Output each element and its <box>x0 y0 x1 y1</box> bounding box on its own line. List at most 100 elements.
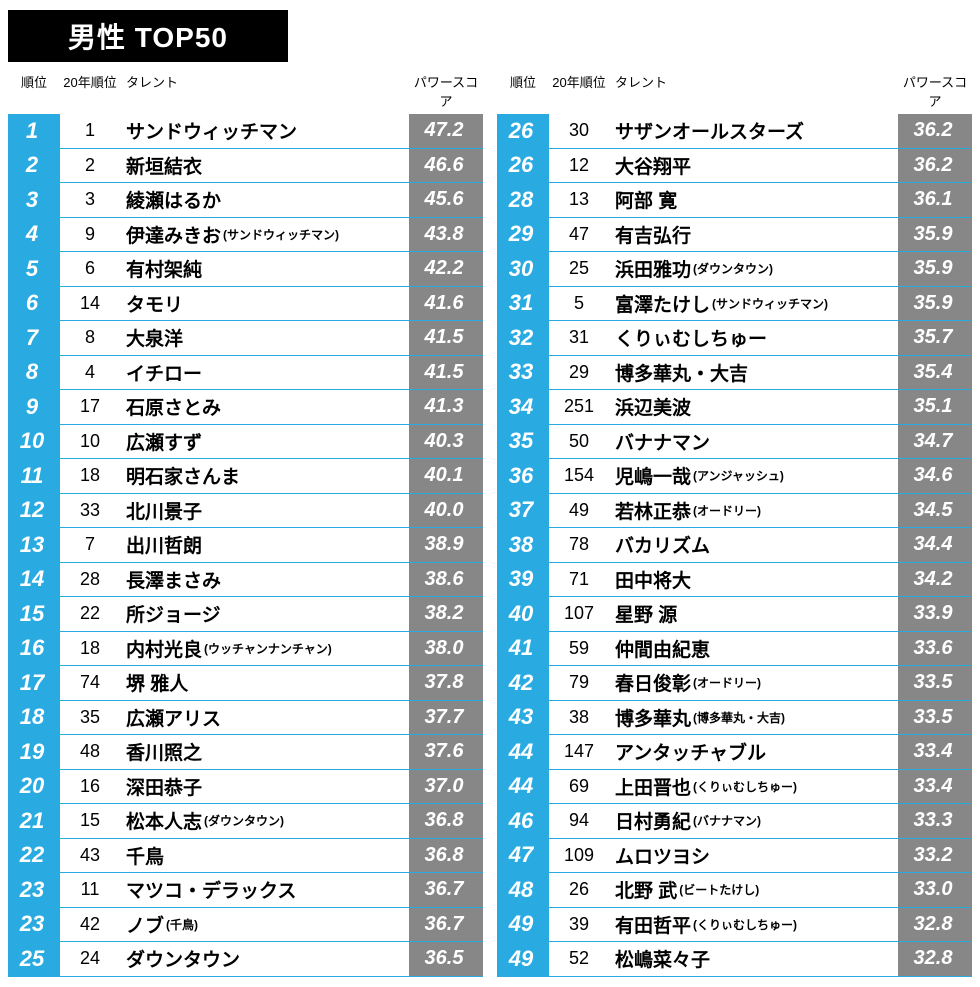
talent-sub: (オードリー) <box>693 674 761 691</box>
score-cell: 37.8 <box>409 666 483 700</box>
prev-rank-cell: 12 <box>549 149 609 183</box>
table-row: 2612大谷翔平36.2 <box>497 149 972 184</box>
prev-rank-cell: 49 <box>549 494 609 528</box>
score-cell: 34.4 <box>898 528 972 562</box>
table-row: 3231くりぃむしちゅー35.7 <box>497 321 972 356</box>
talent-name: 内村光良 <box>126 635 202 662</box>
page-title: 男性 TOP50 <box>8 10 288 62</box>
table-row: 78大泉洋41.5 <box>8 321 483 356</box>
prev-rank-cell: 16 <box>60 770 120 804</box>
table-row: 4279春日俊彰(オードリー)33.5 <box>497 666 972 701</box>
prev-rank-cell: 7 <box>60 528 120 562</box>
talent-cell: 博多華丸(博多華丸・大吉) <box>609 701 898 735</box>
talent-name: 浜辺美波 <box>615 393 691 420</box>
rank-cell: 4 <box>8 218 60 252</box>
table-row: 2947有吉弘行35.9 <box>497 218 972 253</box>
talent-name: 松嶋菜々子 <box>615 945 710 972</box>
score-cell: 37.0 <box>409 770 483 804</box>
prev-rank-cell: 22 <box>60 597 120 631</box>
table-row: 40107星野 源33.9 <box>497 597 972 632</box>
score-cell: 36.2 <box>898 114 972 148</box>
score-cell: 38.0 <box>409 632 483 666</box>
talent-cell: 綾瀬はるか <box>120 183 409 217</box>
rank-cell: 47 <box>497 839 549 873</box>
talent-name: 新垣結衣 <box>126 152 202 179</box>
prev-rank-cell: 26 <box>549 873 609 907</box>
table-row: 1428長澤まさみ38.6 <box>8 563 483 598</box>
talent-cell: 松嶋菜々子 <box>609 942 898 976</box>
talent-cell: 石原さとみ <box>120 390 409 424</box>
talent-name: 浜田雅功 <box>615 255 691 282</box>
rank-cell: 21 <box>8 804 60 838</box>
talent-name: ノブ <box>126 911 164 938</box>
score-cell: 35.4 <box>898 356 972 390</box>
rank-cell: 16 <box>8 632 60 666</box>
talent-name: 博多華丸・大吉 <box>615 359 748 386</box>
score-cell: 38.2 <box>409 597 483 631</box>
header-talent: タレント <box>120 72 409 110</box>
score-cell: 45.6 <box>409 183 483 217</box>
table-row: 2115松本人志(ダウンタウン)36.8 <box>8 804 483 839</box>
rank-cell: 31 <box>497 287 549 321</box>
score-cell: 33.5 <box>898 666 972 700</box>
prev-rank-cell: 4 <box>60 356 120 390</box>
rank-cell: 3 <box>8 183 60 217</box>
talent-cell: 長澤まさみ <box>120 563 409 597</box>
rank-cell: 48 <box>497 873 549 907</box>
table-row: 3550バナナマン34.7 <box>497 425 972 460</box>
talent-sub: (千鳥) <box>166 916 198 933</box>
rank-cell: 34 <box>497 390 549 424</box>
score-cell: 33.4 <box>898 735 972 769</box>
rank-cell: 44 <box>497 735 549 769</box>
prev-rank-cell: 107 <box>549 597 609 631</box>
rank-cell: 49 <box>497 942 549 976</box>
table-row: 3971田中将大34.2 <box>497 563 972 598</box>
rank-cell: 20 <box>8 770 60 804</box>
talent-name: 春日俊彰 <box>615 669 691 696</box>
prev-rank-cell: 35 <box>60 701 120 735</box>
header-prev: 20年順位 <box>549 72 609 110</box>
talent-cell: ムロツヨシ <box>609 839 898 873</box>
column-headers: 順位 20年順位 タレント パワースコア <box>8 72 483 114</box>
score-cell: 36.1 <box>898 183 972 217</box>
table-row: 1835広瀬アリス37.7 <box>8 701 483 736</box>
table-row: 137出川哲朗38.9 <box>8 528 483 563</box>
talent-sub: (ウッチャンナンチャン) <box>204 640 332 657</box>
rank-cell: 26 <box>497 149 549 183</box>
talent-name: 長澤まさみ <box>126 566 221 593</box>
talent-cell: 伊達みきお(サンドウィッチマン) <box>120 218 409 252</box>
rank-cell: 11 <box>8 459 60 493</box>
score-cell: 36.8 <box>409 839 483 873</box>
table-row: 47109ムロツヨシ33.2 <box>497 839 972 874</box>
score-cell: 43.8 <box>409 218 483 252</box>
table-row: 3749若林正恭(オードリー)34.5 <box>497 494 972 529</box>
talent-cell: 香川照之 <box>120 735 409 769</box>
prev-rank-cell: 10 <box>60 425 120 459</box>
rank-cell: 33 <box>497 356 549 390</box>
prev-rank-cell: 18 <box>60 632 120 666</box>
prev-rank-cell: 3 <box>60 183 120 217</box>
table-row: 1522所ジョージ38.2 <box>8 597 483 632</box>
rank-cell: 28 <box>497 183 549 217</box>
ranking-column-left: 順位 20年順位 タレント パワースコア 11サンドウィッチマン47.222新垣… <box>8 72 483 977</box>
talent-sub: (オードリー) <box>693 502 761 519</box>
table-row: 22新垣結衣46.6 <box>8 149 483 184</box>
prev-rank-cell: 147 <box>549 735 609 769</box>
talent-name: ムロツヨシ <box>615 842 710 869</box>
score-cell: 41.6 <box>409 287 483 321</box>
table-row: 44147アンタッチャブル33.4 <box>497 735 972 770</box>
talent-name: 星野 源 <box>615 600 677 627</box>
talent-cell: 広瀬すず <box>120 425 409 459</box>
rank-cell: 40 <box>497 597 549 631</box>
score-cell: 40.0 <box>409 494 483 528</box>
table-row: 2016深田恭子37.0 <box>8 770 483 805</box>
talent-name: 伊達みきお <box>126 221 221 248</box>
prev-rank-cell: 31 <box>549 321 609 355</box>
table-row: 2630サザンオールスターズ36.2 <box>497 114 972 149</box>
talent-name: 広瀬すず <box>126 428 202 455</box>
prev-rank-cell: 43 <box>60 839 120 873</box>
talent-cell: 新垣結衣 <box>120 149 409 183</box>
rank-cell: 19 <box>8 735 60 769</box>
ranking-column-right: 順位 20年順位 タレント パワースコア 2630サザンオールスターズ36.22… <box>497 72 972 977</box>
prev-rank-cell: 59 <box>549 632 609 666</box>
